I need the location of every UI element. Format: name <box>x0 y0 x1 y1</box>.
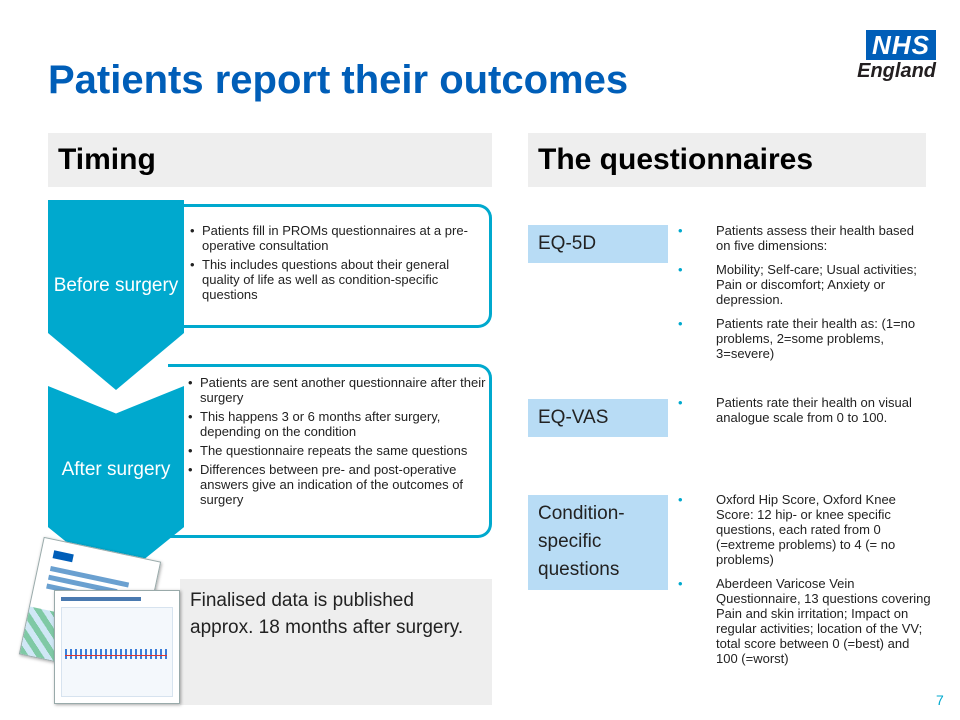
eqvas-label: EQ-VAS <box>528 399 668 437</box>
before-surgery-bullets: Patients fill in PROMs questionnaires at… <box>168 223 489 302</box>
eq5d-bullet: Mobility; Self-care; Usual activities; P… <box>678 262 932 307</box>
timing-header: Timing <box>48 133 492 187</box>
before-surgery-bullet: Patients fill in PROMs questionnaires at… <box>190 223 489 253</box>
before-surgery-chevron: Before surgery <box>48 200 184 390</box>
page-number: 7 <box>936 692 944 708</box>
condition-specific-description: Oxford Hip Score, Oxford Knee Score: 12 … <box>678 492 932 675</box>
condition-specific-bullets: Oxford Hip Score, Oxford Knee Score: 12 … <box>678 492 932 666</box>
before-surgery-bullet: This includes questions about their gene… <box>190 257 489 302</box>
eq5d-bullet: Patients rate their health as: (1=no pro… <box>678 316 932 361</box>
eq5d-bullet: Patients assess their health based on fi… <box>678 223 932 253</box>
eqvas-description: Patients rate their health on visual ana… <box>678 395 932 434</box>
after-surgery-bullet: Differences between pre- and post-operat… <box>188 462 489 507</box>
eq5d-description: Patients assess their health based on fi… <box>678 223 932 370</box>
condition-specific-label: Condition-specific questions <box>528 495 668 590</box>
after-surgery-label: After surgery <box>61 459 171 480</box>
after-surgery-info: Patients are sent another questionnaire … <box>168 364 492 538</box>
after-surgery-bullet: This happens 3 or 6 months after surgery… <box>188 409 489 439</box>
before-surgery-label: Before surgery <box>53 275 179 296</box>
page-title: Patients report their outcomes <box>48 58 629 102</box>
questionnaires-header: The questionnaires <box>528 133 926 187</box>
before-surgery-info: Patients fill in PROMs questionnaires at… <box>168 204 492 328</box>
report-chart-thumbnail <box>54 590 180 704</box>
nhs-logo: NHS <box>866 30 936 60</box>
after-surgery-bullets: Patients are sent another questionnaire … <box>168 375 489 507</box>
eq5d-label: EQ-5D <box>528 225 668 263</box>
after-surgery-bullet: The questionnaire repeats the same quest… <box>188 443 489 458</box>
eqvas-bullets: Patients rate their health on visual ana… <box>678 395 932 425</box>
eqvas-bullet: Patients rate their health on visual ana… <box>678 395 932 425</box>
after-surgery-bullet: Patients are sent another questionnaire … <box>188 375 489 405</box>
publication-note: Finalised data is published approx. 18 m… <box>180 579 492 705</box>
condition-specific-bullet: Oxford Hip Score, Oxford Knee Score: 12 … <box>678 492 932 567</box>
eq5d-bullets: Patients assess their health based on fi… <box>678 223 932 361</box>
condition-specific-bullet: Aberdeen Varicose Vein Questionnaire, 13… <box>678 576 932 666</box>
nhs-logo-subtitle: England <box>857 60 936 82</box>
